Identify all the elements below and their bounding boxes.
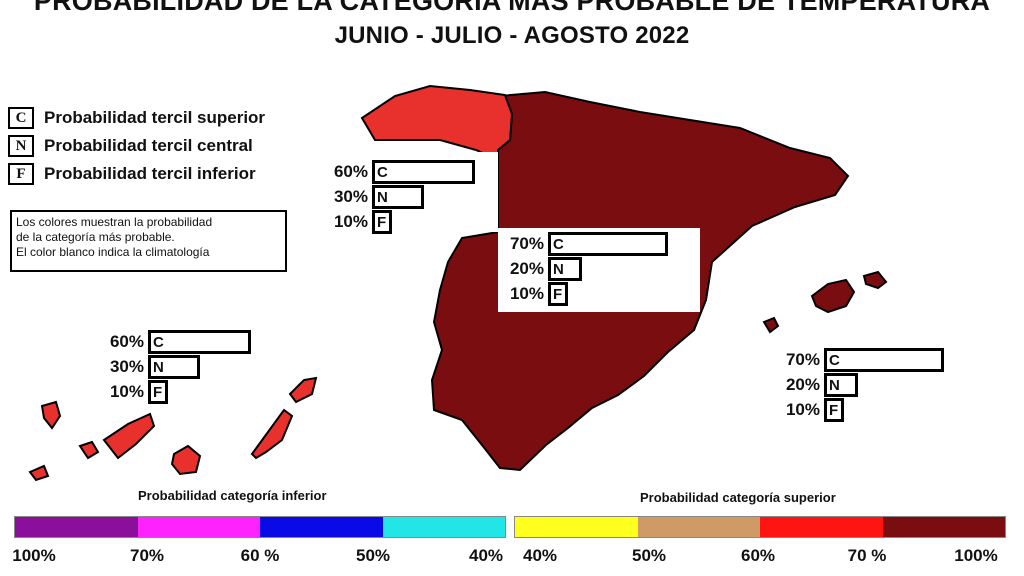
island-ibiza bbox=[762, 316, 780, 334]
prob-percent: 30% bbox=[333, 187, 368, 206]
scale-swatch bbox=[260, 517, 383, 537]
scale-label: 50% bbox=[355, 546, 391, 565]
prob-row: 10% F bbox=[494, 282, 568, 306]
legend-label: Probabilidad tercil superior bbox=[44, 108, 266, 127]
prob-row: 10% F bbox=[318, 210, 392, 234]
scale-label: 100% bbox=[12, 546, 56, 565]
prob-bar: F bbox=[824, 398, 844, 422]
island-lanzarote bbox=[288, 376, 318, 404]
legend-item-inferior: F Probabilidad tercil inferior bbox=[8, 162, 256, 186]
prob-bar: F bbox=[148, 380, 168, 404]
prob-row: 70% C bbox=[770, 348, 945, 372]
prob-bar: N bbox=[824, 373, 859, 397]
region-galicia bbox=[360, 84, 514, 162]
prob-bar: C bbox=[824, 348, 945, 372]
prob-bar: C bbox=[372, 160, 476, 184]
prob-bar: F bbox=[372, 210, 392, 234]
legend-item-central: N Probabilidad tercil central bbox=[8, 134, 253, 158]
scale-label: 40% bbox=[522, 546, 558, 565]
prob-percent: 10% bbox=[109, 382, 144, 401]
prob-row: 30% N bbox=[94, 355, 200, 379]
scale-label: 40% bbox=[468, 546, 504, 565]
prob-percent: 70% bbox=[785, 350, 820, 369]
island-el-hierro bbox=[28, 464, 50, 482]
prob-row: 30% N bbox=[318, 185, 424, 209]
map-subtitle: JUNIO - JULIO - AGOSTO 2022 bbox=[334, 22, 690, 49]
legend-key: C bbox=[8, 107, 34, 129]
scale-swatch bbox=[382, 517, 505, 537]
color-scale-inferior bbox=[14, 516, 506, 538]
scale-label: 60 % bbox=[240, 546, 280, 565]
prob-row: 60% C bbox=[318, 160, 476, 184]
island-la-palma bbox=[40, 400, 62, 430]
prob-bar: F bbox=[548, 282, 568, 306]
scale-swatch bbox=[15, 517, 138, 537]
prob-row: 20% N bbox=[494, 257, 583, 281]
scale-title-superior: Probabilidad categoría superior bbox=[640, 490, 836, 505]
color-scale-superior bbox=[514, 516, 1006, 538]
map-title: PROBABILIDAD DE LA CATEGORÍA MÁS PROBABL… bbox=[33, 0, 991, 16]
prob-percent: 10% bbox=[509, 284, 544, 303]
scale-swatch bbox=[137, 517, 260, 537]
prob-bar: N bbox=[372, 185, 424, 209]
legend-label: Probabilidad tercil central bbox=[44, 136, 253, 155]
prob-row: 70% C bbox=[494, 232, 669, 256]
scale-swatch bbox=[882, 517, 1005, 537]
prob-percent: 60% bbox=[333, 162, 368, 181]
scale-label: 100% bbox=[954, 546, 998, 565]
island-menorca bbox=[862, 270, 888, 290]
scale-label: 50% bbox=[631, 546, 667, 565]
scale-swatch bbox=[637, 517, 760, 537]
prob-bar: N bbox=[548, 257, 583, 281]
prob-row: 20% N bbox=[770, 373, 859, 397]
prob-percent: 60% bbox=[109, 332, 144, 351]
prob-percent: 70% bbox=[509, 234, 544, 253]
island-fuerteventura bbox=[250, 408, 294, 460]
island-gran-canaria bbox=[170, 444, 202, 476]
scale-label: 60% bbox=[740, 546, 776, 565]
prob-bar: C bbox=[548, 232, 669, 256]
prob-row: 10% F bbox=[770, 398, 844, 422]
prob-percent: 10% bbox=[333, 212, 368, 231]
scale-swatch bbox=[515, 517, 638, 537]
legend-label: Probabilidad tercil inferior bbox=[44, 164, 256, 183]
prob-row: 60% C bbox=[94, 330, 252, 354]
island-la-gomera bbox=[78, 440, 100, 460]
prob-bar: N bbox=[148, 355, 200, 379]
scale-title-inferior: Probabilidad categoría inferior bbox=[138, 488, 327, 503]
note-line: El color blanco indica la climatología bbox=[16, 245, 210, 259]
legend-key: N bbox=[8, 135, 34, 157]
note-line: de la categoría más probable. bbox=[16, 230, 175, 244]
scale-label: 70 % bbox=[847, 546, 887, 565]
note-line: Los colores muestran la probabilidad bbox=[16, 215, 213, 229]
legend-item-superior: C Probabilidad tercil superior bbox=[8, 106, 265, 130]
prob-row: 10% F bbox=[94, 380, 168, 404]
prob-percent: 20% bbox=[785, 375, 820, 394]
legend-key: F bbox=[8, 163, 34, 185]
legend-note: Los colores muestran la probabilidad de … bbox=[10, 210, 287, 272]
prob-percent: 10% bbox=[785, 400, 820, 419]
prob-percent: 20% bbox=[509, 259, 544, 278]
scale-label: 70% bbox=[129, 546, 165, 565]
scale-swatch bbox=[760, 517, 883, 537]
island-mallorca bbox=[810, 278, 856, 314]
prob-bar: C bbox=[148, 330, 252, 354]
prob-percent: 30% bbox=[109, 357, 144, 376]
island-tenerife bbox=[102, 412, 156, 460]
